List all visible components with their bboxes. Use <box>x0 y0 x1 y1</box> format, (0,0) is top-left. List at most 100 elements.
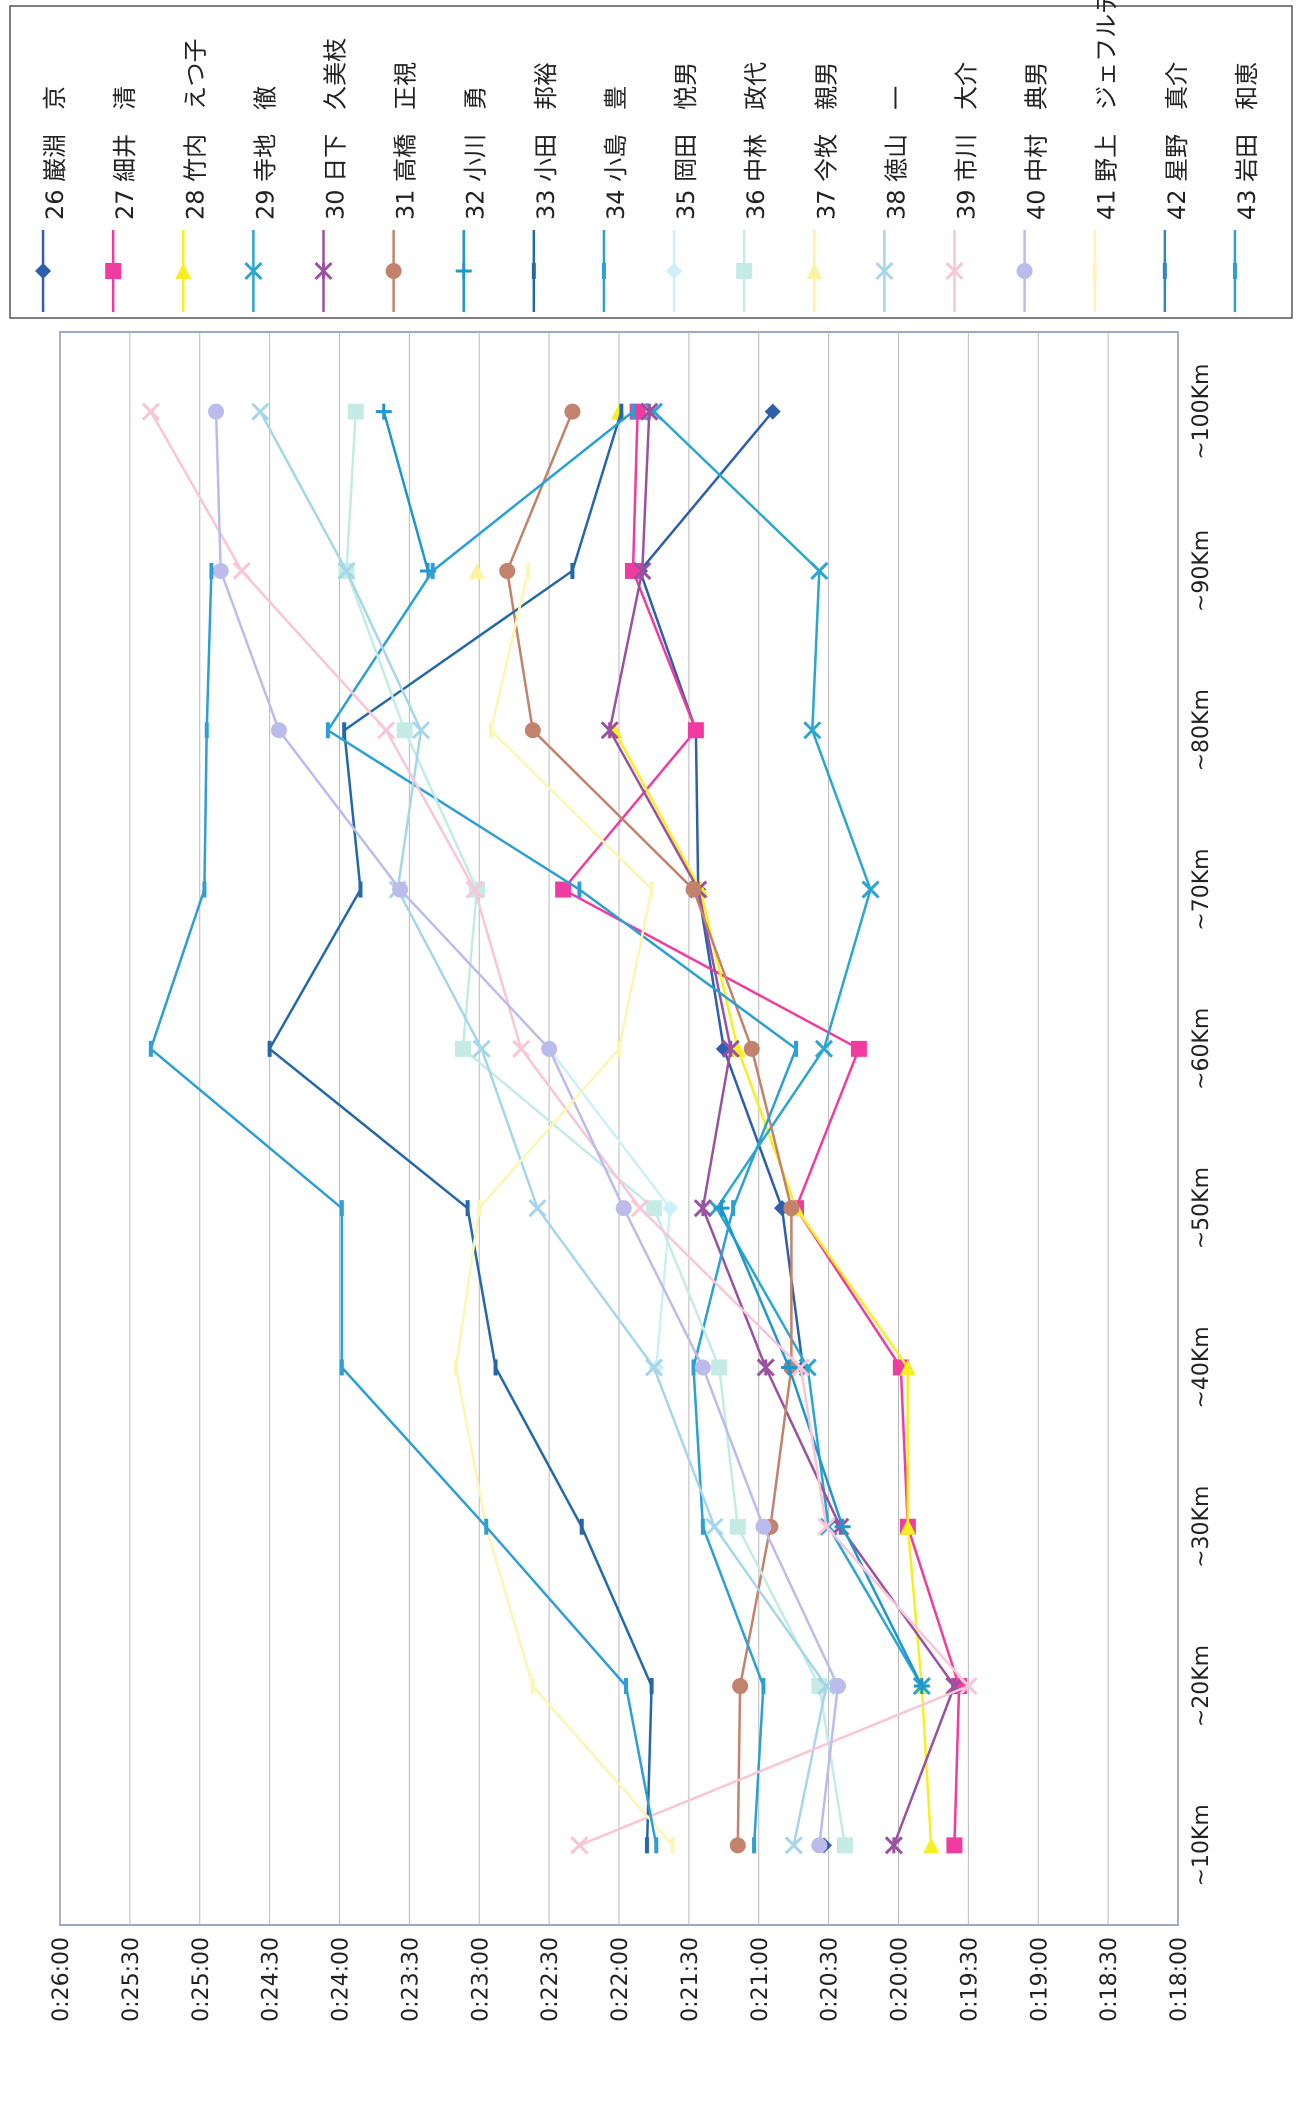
legend: 26 巌淵 京 27 細井 清 28 竹内 えつ子 29 寺地 徹 30 日下 久美枝 3… <box>9 0 1293 319</box>
x-category-label: ~60Km <box>1189 1008 1214 1090</box>
data-point <box>713 1200 730 1217</box>
data-point <box>358 881 363 898</box>
data-point <box>654 1837 659 1854</box>
data-point <box>836 1837 853 1854</box>
data-point <box>541 1040 558 1057</box>
legend-marker <box>105 263 122 279</box>
data-point <box>499 562 516 579</box>
data-point <box>630 403 635 420</box>
data-point <box>743 1040 760 1057</box>
legend-label: 37 今牧 親男 <box>812 62 840 220</box>
legend-item: 32 小川 勇 <box>455 86 490 312</box>
data-point <box>640 402 659 421</box>
legend-marker <box>1016 263 1033 279</box>
series-line <box>382 411 430 572</box>
y-tick-label: 0:22:00 <box>608 1937 633 2022</box>
legend-item: 27 細井 清 <box>105 86 139 312</box>
data-point <box>570 562 575 579</box>
y-tick-label: 0:23:30 <box>398 1937 423 2022</box>
legend-label: 31 高橋 正視 <box>392 62 420 220</box>
data-point <box>850 1040 867 1057</box>
data-point <box>524 722 541 739</box>
y-tick-label: 0:24:00 <box>329 1937 354 2022</box>
series-43 <box>148 562 659 1854</box>
legend-item: 36 中林 政代 <box>736 62 770 312</box>
data-point <box>817 1676 836 1696</box>
data-point <box>829 1678 846 1695</box>
data-point <box>694 1359 711 1376</box>
legend-item: 43 岩田 和恵 <box>1232 62 1261 312</box>
data-point <box>731 1200 736 1217</box>
data-point <box>270 722 287 739</box>
y-tick-label: 0:18:30 <box>1097 1937 1122 2022</box>
data-point <box>577 881 582 898</box>
y-tick-label: 0:18:00 <box>1167 1937 1192 2022</box>
legend-item: 31 高橋 正視 <box>385 62 420 312</box>
series-33 <box>267 403 654 1854</box>
x-category-label: ~100Km <box>1189 364 1214 460</box>
data-point <box>810 561 829 581</box>
data-point <box>570 1836 589 1855</box>
data-point <box>781 1359 798 1376</box>
data-point <box>472 1039 491 1058</box>
data-point <box>339 1200 344 1217</box>
data-point <box>784 1836 803 1855</box>
legend-label: 35 岡田 悦男 <box>672 62 700 220</box>
data-point <box>465 880 484 899</box>
legend-marker <box>1162 263 1167 279</box>
series-line <box>267 411 653 1846</box>
legend-label: 33 小田 邦裕 <box>532 62 560 220</box>
legend-label: 29 寺地 徹 <box>251 86 279 220</box>
data-point <box>377 721 396 740</box>
data-point <box>555 881 572 898</box>
legend-label: 39 市川 大介 <box>953 62 981 220</box>
series-32 <box>375 403 930 1695</box>
data-point <box>756 1358 775 1377</box>
series-39 <box>141 402 978 1855</box>
data-point <box>913 1678 930 1695</box>
data-point <box>484 1518 489 1535</box>
legend-marker <box>1092 263 1097 279</box>
data-point <box>430 562 435 579</box>
series-line <box>214 411 840 1846</box>
legend-item: 30 日下 久美枝 <box>314 38 350 312</box>
series-40 <box>208 403 846 1854</box>
legend-item: 41 野上 ジェフルデイン <box>1092 0 1121 312</box>
data-point <box>729 1518 746 1535</box>
data-point <box>764 403 781 420</box>
data-point <box>884 1836 903 1855</box>
data-point <box>649 1678 654 1695</box>
data-point <box>267 1040 272 1057</box>
data-point <box>899 1359 916 1376</box>
plot-area: 0:18:00 0:18:30 0:19:00 0:19:30 0:20:00 0:20:… <box>49 331 1214 2022</box>
legend-item: 38 徳山 一 <box>875 86 910 312</box>
y-tick-label: 0:19:00 <box>1027 1937 1052 2022</box>
series-line <box>720 1207 923 1687</box>
data-point <box>325 722 330 739</box>
legend-marker <box>244 261 263 281</box>
data-point <box>453 1359 458 1376</box>
legend-label: 41 野上 ジェフルデイン <box>1093 0 1121 220</box>
legend-marker <box>314 261 333 281</box>
data-point <box>755 1518 772 1535</box>
legend-label: 42 星野 真介 <box>1163 62 1191 220</box>
data-point <box>477 1200 482 1217</box>
data-point <box>662 1200 679 1217</box>
data-point <box>212 562 229 579</box>
legend-item: 37 今牧 親男 <box>806 62 840 312</box>
data-point <box>644 1358 663 1377</box>
data-point <box>600 721 619 740</box>
legend-label: 38 徳山 一 <box>882 86 910 220</box>
series-line <box>326 410 798 1846</box>
legend-label: 28 竹内 えつ子 <box>181 39 209 220</box>
data-point <box>347 403 364 420</box>
data-point <box>468 562 485 579</box>
data-point <box>411 721 431 740</box>
data-point <box>644 1837 649 1854</box>
data-point <box>617 1040 621 1057</box>
x-category-label: ~90Km <box>1189 530 1214 612</box>
data-point <box>794 1040 799 1057</box>
data-point <box>633 561 652 581</box>
data-point <box>512 1039 531 1058</box>
